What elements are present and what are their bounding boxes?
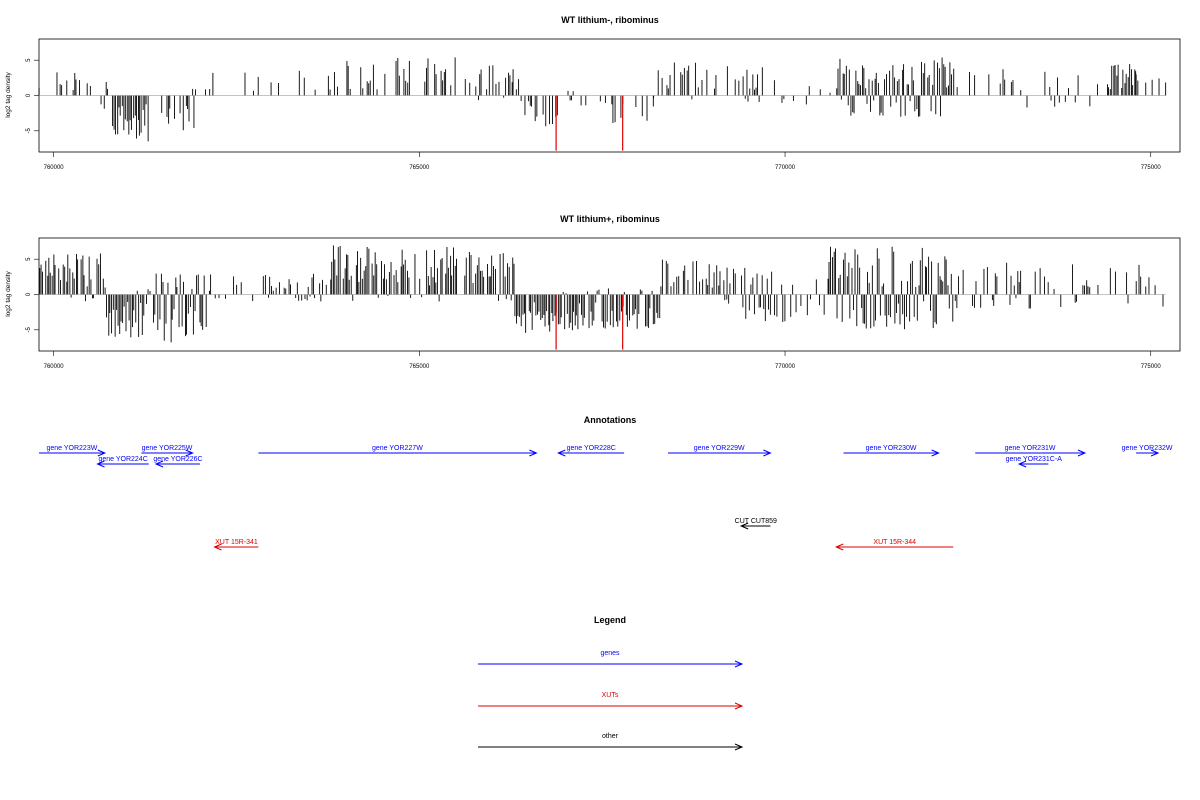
x-tick-label: 765000 [409,165,430,171]
annotation-feature: XUT 15R-341 [213,539,259,551]
annotation-label: XUT 15R-341 [215,539,258,546]
annotation-arrowhead [931,449,940,457]
y-tick-label: 0 [26,292,32,296]
legend-label: genes [600,650,620,657]
y-tick-label: 0 [26,93,32,97]
annotation-feature: CUT CUT859 [735,518,777,530]
y-tick-label: -5 [26,326,32,332]
y-axis-ticks: -5 0 5 [26,257,39,332]
legend-arrowhead [734,743,744,751]
bar-layer [39,245,1164,343]
annotation-label: gene YOR231C-A [1006,456,1063,463]
annotation-label: XUT 15R-344 [873,539,916,546]
annotation-label: gene YOR228C [567,445,616,452]
y-axis-ticks: -5 0 5 [26,58,39,133]
annotation-arrowhead [213,543,222,551]
annotation-arrowhead [529,449,538,457]
annotation-feature: XUT 15R-344 [834,539,954,551]
annotation-label: gene YOR223W [46,445,97,452]
x-tick-label: 770000 [775,364,796,370]
legend-panel: Legend genes XUTs other [478,615,744,751]
annotation-arrowhead [185,449,194,457]
legend-entry: genes [478,650,744,668]
bar-layer [38,57,1167,142]
annotation-arrowhead [97,449,107,457]
y-tick-label: 5 [26,257,32,261]
annotation-label: CUT CUT859 [735,518,777,525]
x-axis-ticks: 760000 765000 770000 775000 [44,351,1162,370]
x-tick-label: 760000 [44,364,65,370]
annotation-feature: gene YOR229W [668,445,772,457]
annotation-arrowhead [1150,449,1160,457]
y-axis-label: log2 tag density [5,270,12,316]
annotation-feature: gene YOR226C [153,456,203,468]
panel-lithium-minus: WT lithium-, ribominus log2 tag density … [5,15,1181,171]
panel-title: WT lithium-, ribominus [561,15,659,25]
legend-label: other [602,733,619,740]
x-tick-label: 770000 [775,165,796,171]
legend-entry: other [478,733,744,751]
annotation-feature: gene YOR227W [258,445,538,457]
legend-title: Legend [594,615,626,625]
panel-title: WT lithium+, ribominus [560,214,660,224]
annotations-title: Annotations [584,415,637,425]
annotation-label: gene YOR232W [1122,445,1173,452]
annotation-label: gene YOR225W [142,445,193,452]
y-tick-label: 5 [26,58,32,62]
legend-items: genes XUTs other [478,650,744,751]
annotation-feature: gene YOR228C [557,445,625,457]
annotation-arrowhead [154,460,164,468]
annotation-label: gene YOR230W [866,445,917,452]
y-tick-label: -5 [26,127,32,133]
annotation-arrowhead [739,522,749,530]
annotation-feature: gene YOR224C [96,456,149,468]
annotation-arrowhead [557,449,566,457]
annotation-arrowhead [834,543,844,551]
annotation-feature: gene YOR232W [1122,445,1173,457]
x-axis-ticks: 760000 765000 770000 775000 [44,152,1162,171]
marker-layer [555,294,624,350]
annotation-arrowhead [1017,460,1027,468]
marker-layer [555,95,624,151]
annotation-feature: gene YOR231W [975,445,1087,457]
annotation-label: gene YOR227W [372,445,423,452]
annotation-arrowhead [763,449,772,457]
x-tick-label: 760000 [44,165,65,171]
annotation-feature: gene YOR223W [39,445,107,457]
panel-lithium-plus: WT lithium+, ribominus log2 tag density … [5,214,1181,370]
x-tick-label: 775000 [1141,364,1162,370]
annotation-arrowhead [1077,449,1087,457]
annotation-feature: gene YOR231C-A [1006,456,1063,468]
annotation-feature: gene YOR225W [141,445,194,457]
annotation-label: gene YOR226C [153,456,202,463]
annotation-label: gene YOR231W [1005,445,1056,452]
legend-label: XUTs [602,692,619,699]
annotation-label: gene YOR224C [98,456,147,463]
y-axis-label: log2 tag density [5,71,12,117]
legend-arrowhead [734,660,744,668]
annotation-feature: gene YOR230W [843,445,940,457]
legend-entry: XUTs [478,692,744,710]
annotation-label: gene YOR229W [694,445,745,452]
x-tick-label: 765000 [409,364,430,370]
annotation-arrowhead [96,460,105,468]
legend-arrowhead [734,702,744,710]
x-tick-label: 775000 [1141,165,1162,171]
